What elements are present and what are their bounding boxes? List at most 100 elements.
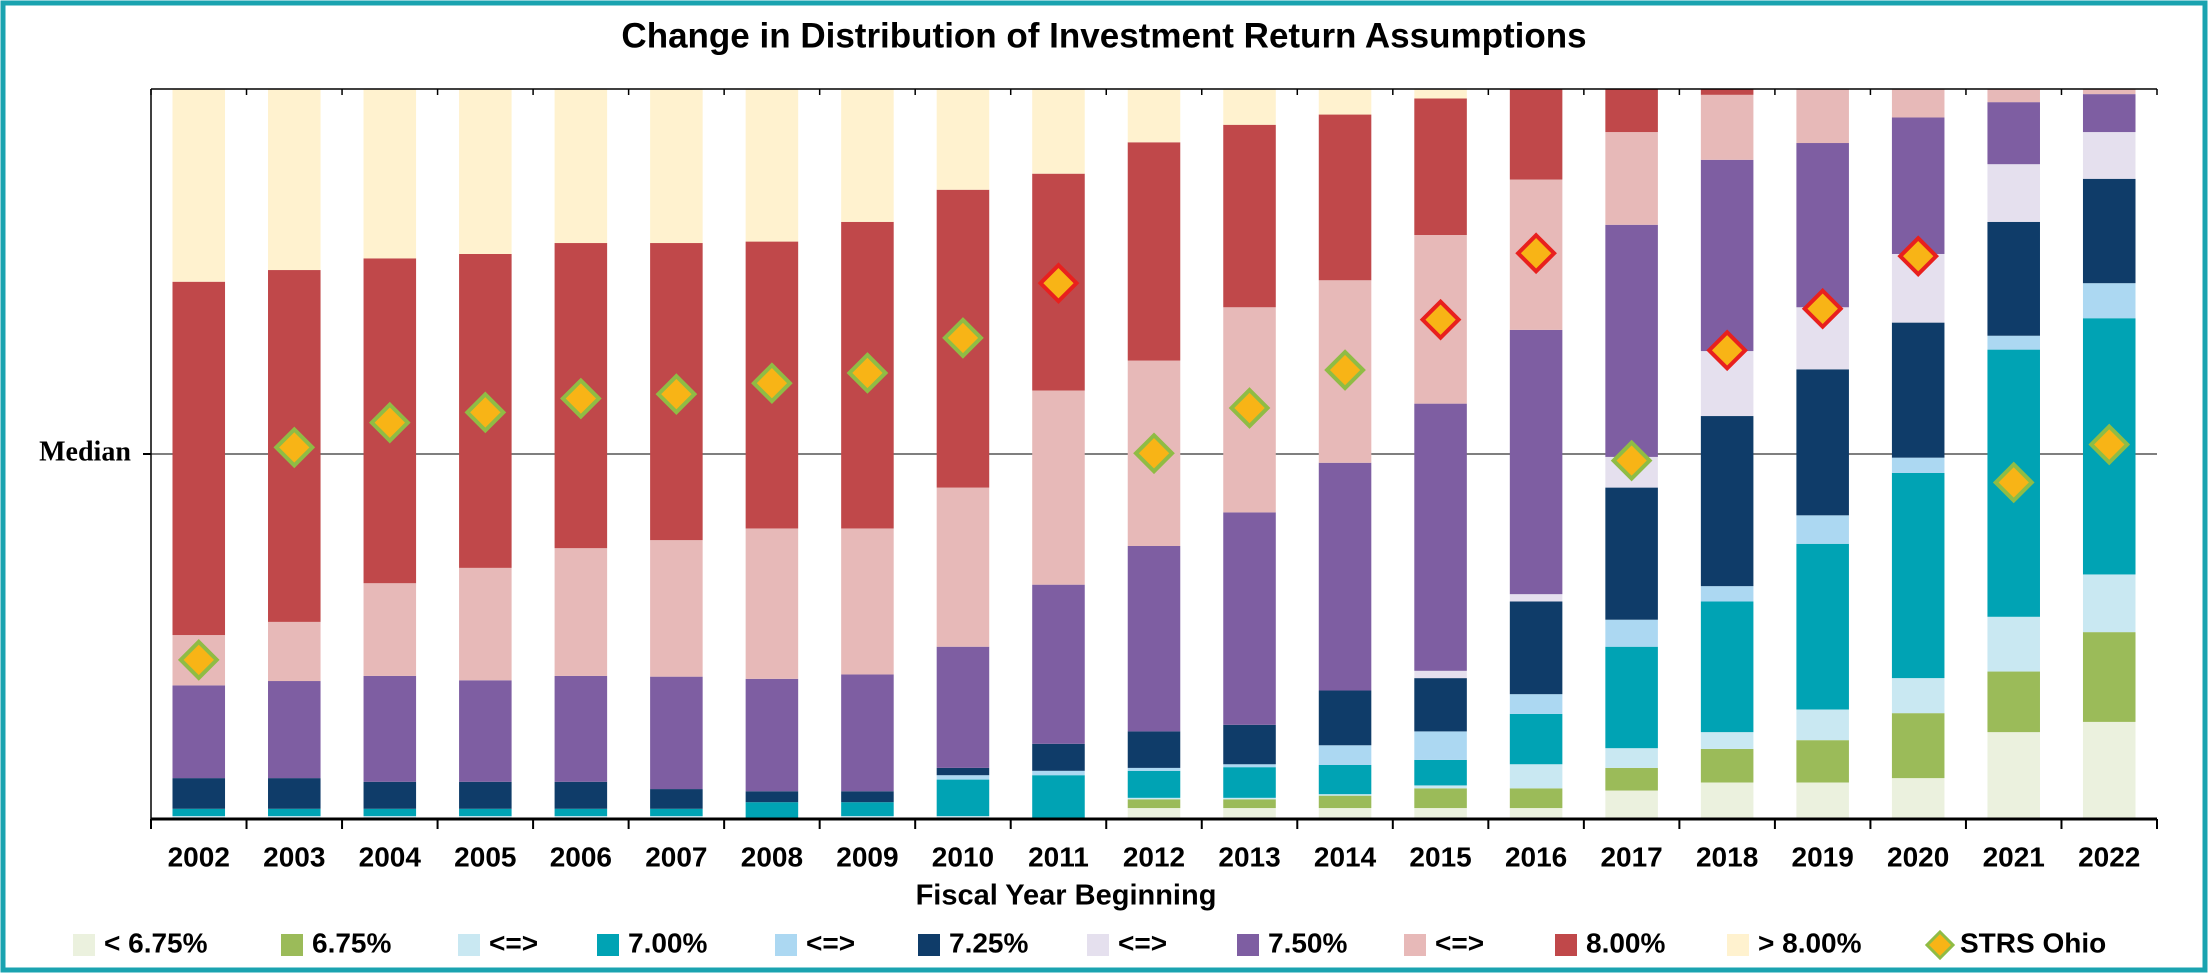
bar-segment <box>2082 632 2136 722</box>
bar-segment <box>1605 487 1658 620</box>
x-tick-label: 2004 <box>359 841 422 872</box>
bar-segment <box>1127 808 1181 819</box>
bar-segment <box>554 89 608 244</box>
bar-segment <box>936 767 990 776</box>
bar-segment <box>554 548 608 676</box>
bar-segment <box>1605 790 1658 819</box>
bar-segment <box>1605 748 1658 768</box>
strs-marker <box>655 373 698 415</box>
bar-segment <box>1414 403 1467 671</box>
bar-segment <box>650 676 703 790</box>
bar-segment <box>1032 770 1085 776</box>
bar-segment <box>1414 670 1467 679</box>
legend-label: <=> <box>1118 927 1167 958</box>
bar-segment <box>1223 808 1276 819</box>
strs-marker <box>1801 287 1844 330</box>
bar-segment <box>1987 732 2040 819</box>
x-tick-label: 2007 <box>645 841 707 872</box>
legend-label: 8.00% <box>1586 927 1665 958</box>
strs-marker <box>560 377 602 420</box>
legend-swatch <box>458 934 480 956</box>
strs-marker <box>1706 329 1748 372</box>
x-tick-label: 2014 <box>1314 841 1377 872</box>
bar-segment <box>1127 797 1181 800</box>
bar-segment <box>650 789 703 809</box>
bar-segment <box>1700 89 1754 95</box>
legend-label: <=> <box>806 927 855 958</box>
legend-swatch <box>1087 934 1109 956</box>
bar-segment <box>1891 678 1945 714</box>
bar-segment <box>1223 767 1276 798</box>
bar-segment <box>1414 89 1467 99</box>
legend-swatch <box>1404 934 1426 956</box>
bar-segment <box>172 281 226 636</box>
strs-marker <box>1324 349 1366 391</box>
bar-segment <box>1318 795 1372 809</box>
bar-segment <box>459 808 512 817</box>
chart-title: Change in Distribution of Investment Ret… <box>621 16 1586 55</box>
bar-segment <box>1987 89 2040 103</box>
legend-swatch <box>281 934 303 956</box>
bar-segment <box>1318 794 1372 796</box>
bar-segment <box>268 621 321 682</box>
bar-segment <box>1987 616 2040 672</box>
strs-marker <box>942 317 984 359</box>
x-tick-label: 2018 <box>1696 841 1758 872</box>
bar-segment <box>1414 678 1467 732</box>
bar-segment <box>2082 574 2136 633</box>
bar-segment <box>1891 117 1945 254</box>
x-tick-label: 2022 <box>2078 841 2140 872</box>
bar-segment <box>268 808 321 817</box>
bar-segment <box>363 781 417 809</box>
bar-segment <box>1987 671 2040 733</box>
bar-segment <box>1796 543 1849 710</box>
bar-segment <box>554 781 608 809</box>
bar-segment <box>1700 416 1754 587</box>
bar-segment <box>1700 748 1754 783</box>
bar-segment <box>1605 224 1658 457</box>
bar-segment <box>1891 89 1945 118</box>
y-tick-label: Median <box>39 436 131 467</box>
bar-segment <box>1700 159 1754 352</box>
bar-segment <box>1318 764 1372 795</box>
bar-segment <box>172 778 226 809</box>
bar-segment <box>1127 799 1181 809</box>
legend-label: < 6.75% <box>104 927 208 958</box>
legend-label: 6.75% <box>312 927 391 958</box>
bar-segment <box>1509 89 1563 180</box>
bar-segment <box>1509 329 1563 595</box>
strs-marker <box>1228 387 1271 429</box>
bar-segment <box>1605 89 1658 133</box>
bar-segment <box>1127 545 1181 732</box>
bar-segment <box>172 89 226 282</box>
legend-label: STRS Ohio <box>1960 927 2106 958</box>
bar-segment <box>1414 808 1467 819</box>
bar-segment <box>1223 89 1276 125</box>
bar-segment <box>1032 584 1085 744</box>
bar-segment <box>1891 457 1945 473</box>
bar-segment <box>1414 731 1467 760</box>
x-tick-label: 2012 <box>1123 841 1185 872</box>
bar-segment <box>1605 619 1658 647</box>
bar-segment <box>1891 713 1945 779</box>
bar-segment <box>2082 283 2136 319</box>
bar-segment <box>1223 799 1276 809</box>
x-tick-label: 2010 <box>932 841 994 872</box>
bar-segment <box>1032 89 1085 174</box>
bar-segment <box>650 540 703 677</box>
bar-segment <box>1700 732 1754 749</box>
strs-marker <box>368 401 411 444</box>
bar-segment <box>1891 472 1945 679</box>
legend-swatch <box>918 934 940 956</box>
strs-marker <box>1515 232 1557 275</box>
x-tick-label: 2021 <box>1983 841 2045 872</box>
x-tick-label: 2017 <box>1600 841 1662 872</box>
bar-segment <box>2082 721 2136 819</box>
bar-segment <box>1700 94 1754 160</box>
bar-segment <box>841 674 894 792</box>
bar-segment <box>1318 745 1372 765</box>
strs-marker <box>464 391 507 434</box>
legend-label: 7.25% <box>949 927 1028 958</box>
bar-segment <box>1223 724 1276 765</box>
bar-segment <box>1318 89 1372 115</box>
